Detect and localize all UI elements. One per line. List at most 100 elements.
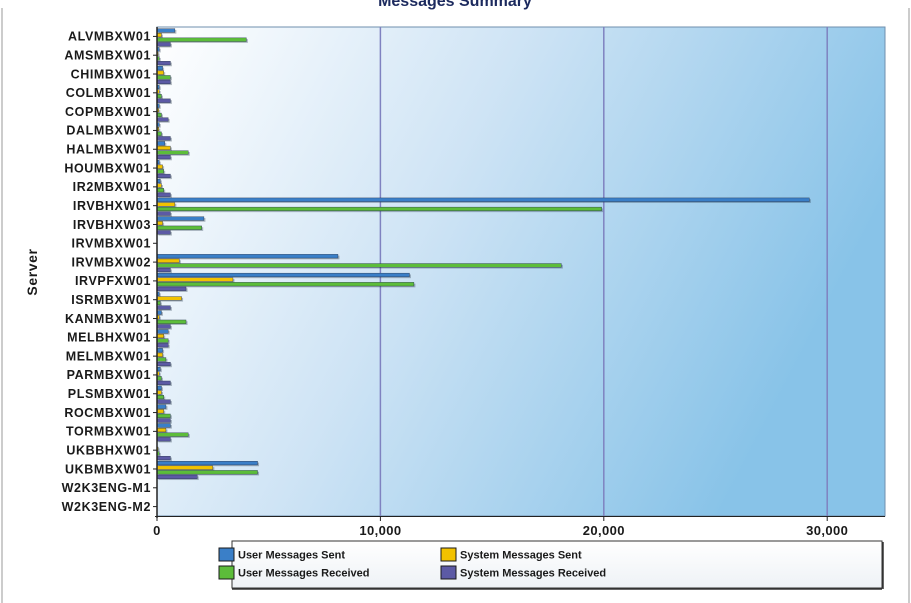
- bar: [156, 286, 187, 291]
- y-tick-label: ISRMBXW01: [71, 293, 151, 307]
- bar: [156, 432, 189, 437]
- bar: [156, 413, 171, 418]
- bar-shadow: [158, 105, 161, 109]
- bar: [156, 461, 258, 466]
- y-tick-label: PARMBXW01: [67, 368, 151, 382]
- bar: [156, 272, 410, 278]
- bar: [156, 70, 164, 75]
- grid-lines: [379, 27, 828, 516]
- bar: [156, 296, 182, 301]
- y-tick-label: UKBBHXW01: [66, 443, 151, 457]
- bar: [156, 117, 169, 122]
- y-tick-label: ALVMBXW01: [68, 30, 151, 44]
- y-tick-label: W2K3ENG-M1: [62, 481, 151, 495]
- bar: [156, 79, 171, 84]
- plot-area: [156, 26, 886, 517]
- y-tick-label: HOUMBXW01: [64, 161, 151, 175]
- x-tick-label: 0: [153, 523, 161, 538]
- bar: [156, 136, 171, 141]
- x-tick-label: 30,000: [806, 523, 848, 538]
- y-tick-label: TORMBXW01: [66, 425, 151, 439]
- bar: [156, 197, 810, 202]
- bar-shadow: [158, 86, 161, 91]
- bar: [156, 169, 164, 174]
- y-tick-label: DALMBXW01: [66, 124, 151, 138]
- y-tick-label: PLSMBXW01: [68, 387, 151, 401]
- bar: [156, 329, 169, 334]
- y-tick-label: KANMBXW01: [65, 312, 151, 326]
- legend-label: User Messages Sent: [238, 550, 345, 562]
- bar: [156, 155, 171, 160]
- bar: [156, 409, 164, 414]
- bar: [156, 395, 164, 400]
- x-tick-label: 10,000: [359, 523, 401, 538]
- bar: [156, 282, 415, 287]
- legend-label: System Messages Received: [460, 568, 606, 580]
- bar: [156, 188, 164, 193]
- bar: [156, 202, 176, 207]
- y-tick-label: CHIMBXW01: [71, 67, 151, 81]
- bar-shadow: [158, 109, 161, 114]
- bar: [156, 192, 171, 197]
- bar: [156, 423, 171, 428]
- bar-shadow: [158, 161, 161, 166]
- bar: [156, 267, 171, 273]
- x-tick-label: 20,000: [583, 523, 625, 538]
- y-tick-label: AMSMBXW01: [64, 49, 151, 63]
- bar-shadow: [158, 57, 161, 62]
- bar: [156, 357, 167, 362]
- bar: [156, 66, 163, 71]
- x-tick-labels: 0 10,000 20,000 30,000: [153, 516, 848, 538]
- y-tick-label: IRVMBXW02: [72, 255, 152, 269]
- bar-shadow: [158, 48, 161, 53]
- bar: [156, 28, 176, 33]
- bar: [156, 399, 171, 404]
- bar: [156, 75, 171, 80]
- y-tick-label: UKBMBXW01: [65, 462, 151, 476]
- bar: [156, 456, 171, 461]
- bar: [156, 42, 171, 47]
- y-tick-label: IRVPFXW01: [75, 274, 151, 288]
- bar: [156, 428, 167, 433]
- bar: [156, 230, 171, 235]
- bar: [156, 348, 163, 353]
- bar: [156, 173, 171, 179]
- y-tick-label: COPMBXW01: [65, 105, 151, 119]
- bar-shadow: [158, 316, 161, 321]
- bar: [156, 216, 205, 221]
- y-tick-label: IRVBHXW01: [73, 199, 151, 213]
- bar: [156, 254, 339, 259]
- bar-shadow: [158, 293, 161, 297]
- chart-title: Messages Summary: [378, 0, 532, 10]
- legend-swatch: [440, 565, 457, 580]
- legend: User Messages Sent System Messages Sent Us…: [218, 540, 884, 590]
- bar: [156, 150, 189, 155]
- bar: [156, 338, 169, 343]
- legend-swatch: [218, 565, 235, 580]
- legend-swatch: [440, 547, 457, 562]
- bar-shadow: [158, 90, 161, 95]
- bar: [156, 98, 171, 103]
- bar: [156, 352, 163, 357]
- bar: [156, 221, 163, 226]
- bar: [156, 404, 167, 409]
- y-tick-label: W2K3ENG-M2: [62, 500, 151, 514]
- bar: [156, 263, 562, 268]
- bar: [156, 361, 171, 367]
- bar: [156, 380, 171, 385]
- bar: [156, 333, 164, 339]
- bar: [156, 145, 171, 151]
- bar: [156, 470, 258, 475]
- y-tick-label: MELBHXW01: [67, 331, 151, 345]
- legend-label: System Messages Sent: [460, 550, 582, 562]
- y-tick-label: IRVMBXW01: [72, 237, 152, 251]
- bar: [156, 277, 234, 282]
- bar: [156, 418, 171, 423]
- bar: [156, 164, 163, 169]
- bar: [156, 61, 171, 66]
- y-tick-label: ROCMBXW01: [64, 406, 151, 420]
- bar: [156, 474, 198, 479]
- bar: [156, 211, 171, 216]
